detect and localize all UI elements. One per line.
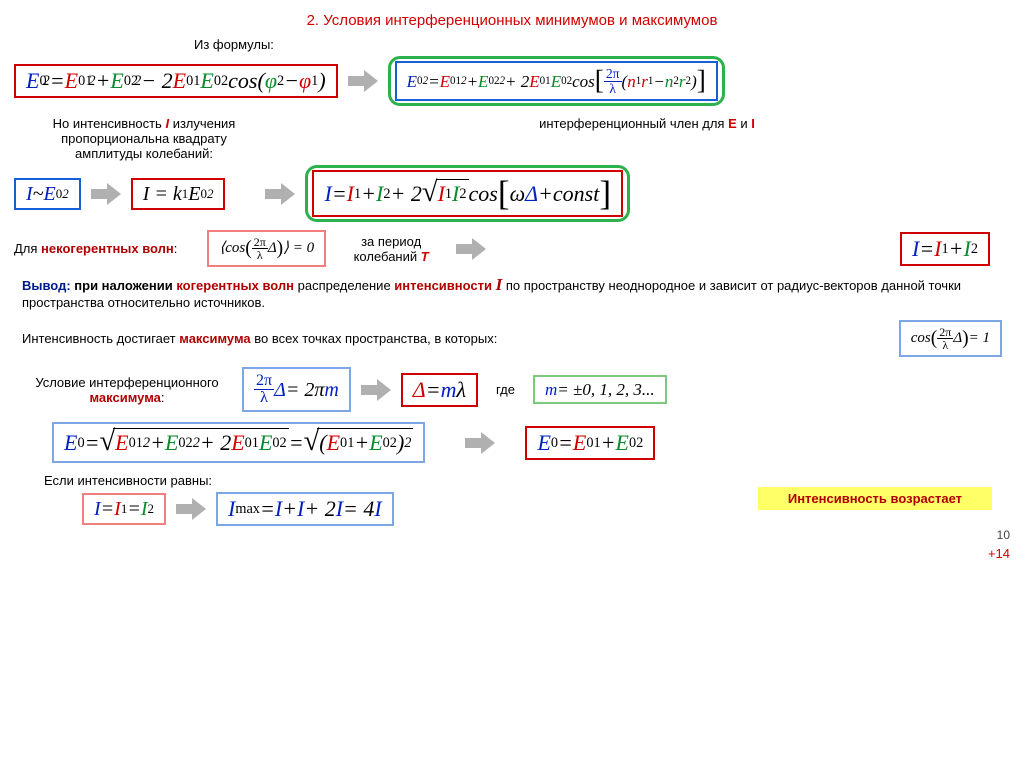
- formula-i-e02: I ~ E02: [14, 178, 81, 210]
- formula-e02-phase: E02 = E012 + E022 − 2 E01E02 cos( φ2 − φ…: [14, 64, 338, 98]
- formula-cos-eq-1: cos( 2πλΔ ) = 1: [899, 320, 1002, 357]
- from-formula-label: Из формулы:: [194, 37, 274, 52]
- arrow-icon: [176, 496, 206, 522]
- formula-delta-mlambda: Δ = mλ: [401, 373, 478, 407]
- conclusion-text: Вывод: при наложении когерентных волн ра…: [22, 275, 1002, 310]
- condition-max-label: Условие интерференционного максимума:: [22, 375, 232, 405]
- formula-i-i1-i2: I = I1 + I2: [900, 232, 990, 266]
- formula-imax-4i: Imax = I + I + 2I = 4I: [216, 492, 394, 526]
- intensity-grows-label: Интенсивность возрастает: [758, 487, 992, 510]
- formula-2pi-lambda: 2πλ Δ = 2πm: [242, 367, 351, 412]
- if-equal-label: Если интенсивности равны:: [44, 473, 1002, 488]
- formula-row-1: E02 = E012 + E022 − 2 E01E02 cos( φ2 − φ…: [14, 56, 1010, 106]
- formula-e02-path-wrap: E02 = E012 + E022 + 2 E01E02 cos [ 2πλ (…: [388, 56, 725, 106]
- period-label: за период колебаний Т: [336, 234, 446, 264]
- where-label: где: [496, 382, 515, 397]
- formula-avg-cos: ⟨cos( 2πλΔ )⟩ = 0: [207, 230, 326, 267]
- formula-e0-sqrt: E0 = E012 + E022 + 2 E01E02 = (E01 + E02…: [52, 422, 425, 463]
- page-title: 2. Условия интерференционных минимумов и…: [14, 12, 1010, 29]
- formula-i-equal: I = I1 = I2: [82, 493, 166, 525]
- formula-m-values: m = ±0, 1, 2, 3...: [533, 375, 667, 404]
- incoherent-label: Для некогерентных волн:: [14, 241, 177, 256]
- arrow-icon: [465, 430, 495, 456]
- arrow-icon: [91, 181, 121, 207]
- formula-e0-sum: E0 = E01 + E02: [525, 426, 655, 460]
- interf-term-text: интерференционный член для Е и I: [284, 116, 1010, 131]
- formula-i-k1e02: I = k1E02: [131, 178, 226, 210]
- formula-i-sum-wrap: I = I1 + I2 + 2 I1I2 cos[ωΔ + const]: [305, 165, 630, 222]
- arrow-icon: [361, 377, 391, 403]
- formula-e02-path: E02 = E012 + E022 + 2 E01E02 cos [ 2πλ (…: [395, 61, 718, 101]
- page-number: 10: [14, 528, 1010, 542]
- formula-row-3: I ~ E02 I = k1E02 I = I1 + I2 + 2 I1I2 c…: [14, 165, 1010, 222]
- intensity-prop-text: Но интенсивность I излучения пропорциона…: [14, 116, 274, 161]
- formula-i-sum-cos: I = I1 + I2 + 2 I1I2 cos[ωΔ + const]: [312, 170, 623, 217]
- plus14-label: +14: [14, 546, 1010, 561]
- arrow-icon: [456, 236, 486, 262]
- arrow-icon: [265, 181, 295, 207]
- reaches-max-text: Интенсивность достигает максимума во все…: [22, 331, 497, 346]
- arrow-icon: [348, 68, 378, 94]
